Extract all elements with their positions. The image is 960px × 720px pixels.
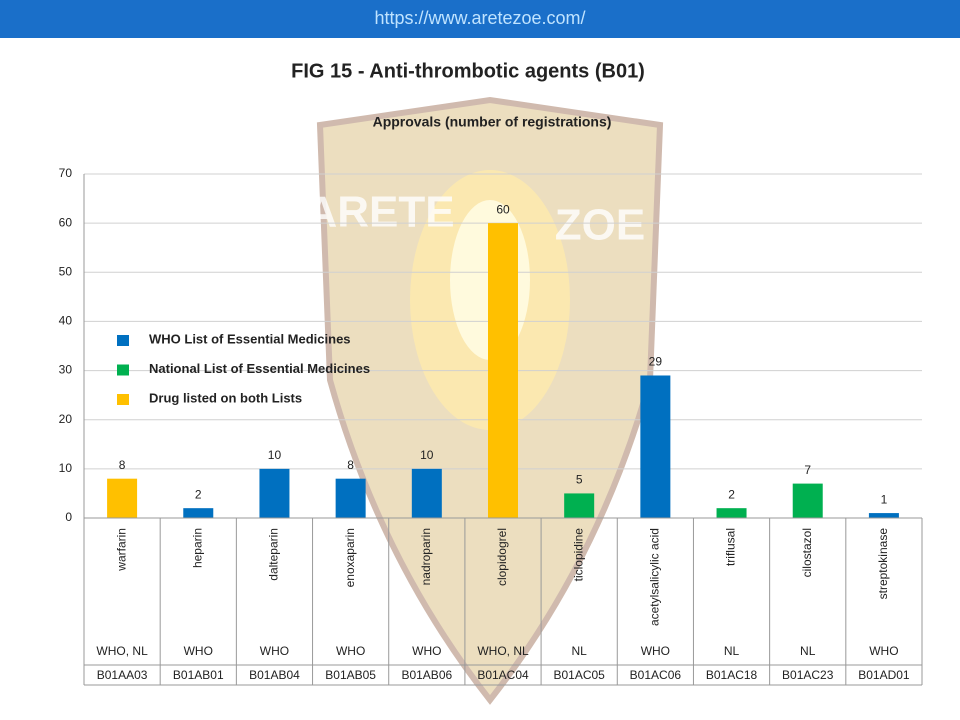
legend-label: Drug listed on both Lists	[149, 390, 302, 405]
list-label: NL	[572, 644, 588, 658]
data-label: 8	[347, 458, 354, 472]
list-label: NL	[724, 644, 740, 658]
watermark-text: ZOE	[555, 201, 645, 250]
list-label: WHO	[336, 644, 365, 658]
x-tick-label: acetylsalicylic acid	[648, 528, 662, 626]
bar	[868, 513, 899, 518]
x-tick-label: ticlopidine	[571, 528, 585, 582]
x-tick-label: heparin	[190, 528, 204, 568]
legend-swatch	[117, 335, 129, 346]
code-label: B01AD01	[858, 668, 910, 682]
list-label: WHO, NL	[96, 644, 148, 658]
bar	[716, 508, 747, 518]
x-tick-label: nadroparin	[419, 528, 433, 585]
chart-title: FIG 15 - Anti-thrombotic agents (B01)	[291, 60, 645, 82]
bar	[564, 493, 595, 518]
x-tick-label: clopidogrel	[495, 528, 509, 586]
code-label: B01AC06	[630, 668, 682, 682]
watermark-text: ARETE	[305, 188, 454, 237]
bar	[335, 478, 366, 518]
list-label: WHO	[184, 644, 213, 658]
code-label: B01AC04	[477, 668, 529, 682]
legend-label: National List of Essential Medicines	[149, 361, 370, 376]
y-tick-label: 40	[59, 314, 73, 328]
data-label: 60	[496, 202, 510, 216]
code-label: B01AB05	[325, 668, 376, 682]
legend-swatch	[117, 364, 129, 376]
y-tick-label: 60	[59, 215, 73, 229]
x-tick-label: cilostazol	[800, 528, 814, 577]
legend-swatch	[117, 394, 129, 405]
list-label: WHO	[412, 644, 441, 658]
y-tick-label: 0	[65, 510, 72, 524]
y-tick-label: 30	[59, 363, 73, 377]
code-label: B01AC23	[782, 668, 834, 682]
code-label: B01AB01	[173, 668, 224, 682]
y-tick-label: 10	[59, 461, 73, 475]
bar	[411, 468, 442, 518]
list-label: WHO	[869, 644, 898, 658]
data-label: 1	[881, 492, 888, 506]
code-label: B01AB06	[401, 668, 452, 682]
y-tick-label: 50	[59, 264, 73, 278]
bar	[259, 468, 290, 518]
data-label: 10	[268, 448, 282, 462]
bar	[183, 508, 214, 518]
data-label: 29	[649, 355, 663, 369]
x-tick-label: dalteparin	[267, 528, 281, 581]
code-label: B01AA03	[97, 668, 148, 682]
code-label: B01AC05	[553, 668, 605, 682]
code-label: B01AB04	[249, 668, 300, 682]
bar	[107, 478, 138, 518]
x-tick-label: triflusal	[724, 528, 738, 566]
data-label: 8	[119, 458, 126, 472]
data-label: 10	[420, 448, 434, 462]
x-tick-label: warfarin	[114, 528, 128, 572]
data-label: 2	[195, 487, 202, 501]
bar	[488, 223, 518, 518]
url-banner[interactable]: https://www.aretezoe.com/	[0, 0, 960, 38]
x-tick-label: enoxaparin	[343, 528, 357, 587]
list-label: WHO, NL	[477, 644, 529, 658]
data-label: 5	[576, 473, 583, 487]
list-label: NL	[800, 644, 816, 658]
data-label: 2	[728, 487, 735, 501]
chart-subtitle: Approvals (number of registrations)	[373, 114, 612, 130]
list-label: WHO	[260, 644, 289, 658]
code-label: B01AC18	[706, 668, 758, 682]
bar	[792, 483, 823, 518]
legend-label: WHO List of Essential Medicines	[149, 331, 351, 346]
y-tick-label: 20	[59, 412, 73, 426]
y-tick-label: 70	[59, 166, 73, 180]
data-label: 7	[804, 463, 811, 477]
list-label: WHO	[641, 644, 670, 658]
x-tick-label: streptokinase	[876, 528, 890, 600]
bar	[640, 375, 671, 518]
